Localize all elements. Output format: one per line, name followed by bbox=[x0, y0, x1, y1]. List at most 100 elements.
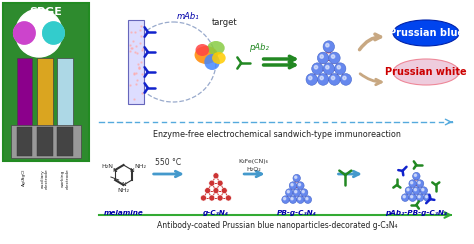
Circle shape bbox=[425, 195, 430, 201]
Circle shape bbox=[330, 56, 338, 64]
Circle shape bbox=[306, 197, 308, 200]
Text: 550 °C: 550 °C bbox=[155, 158, 182, 167]
Circle shape bbox=[293, 189, 301, 196]
Circle shape bbox=[309, 76, 312, 80]
Circle shape bbox=[226, 195, 231, 201]
Circle shape bbox=[205, 188, 210, 194]
Circle shape bbox=[297, 196, 304, 203]
Circle shape bbox=[323, 41, 335, 52]
Circle shape bbox=[314, 65, 318, 69]
Circle shape bbox=[414, 175, 419, 181]
Circle shape bbox=[416, 194, 424, 202]
Circle shape bbox=[301, 189, 308, 196]
Circle shape bbox=[312, 63, 323, 75]
Circle shape bbox=[14, 22, 35, 44]
Ellipse shape bbox=[393, 20, 459, 46]
Bar bbox=[57, 58, 73, 126]
Circle shape bbox=[318, 73, 329, 85]
Circle shape bbox=[342, 76, 350, 84]
Circle shape bbox=[329, 52, 340, 64]
Circle shape bbox=[418, 195, 423, 201]
Circle shape bbox=[336, 66, 344, 74]
Circle shape bbox=[287, 191, 290, 193]
Circle shape bbox=[291, 197, 293, 200]
Circle shape bbox=[422, 189, 424, 191]
Circle shape bbox=[340, 73, 352, 85]
Circle shape bbox=[294, 177, 300, 183]
Text: Prussian blue: Prussian blue bbox=[389, 28, 464, 38]
Text: auxiliary
electrode: auxiliary electrode bbox=[40, 168, 49, 189]
Circle shape bbox=[43, 22, 64, 44]
Text: H₂O₂: H₂O₂ bbox=[246, 167, 261, 172]
Circle shape bbox=[402, 195, 408, 201]
Circle shape bbox=[298, 183, 301, 186]
Circle shape bbox=[331, 55, 335, 58]
Circle shape bbox=[209, 180, 215, 186]
Circle shape bbox=[414, 174, 417, 176]
Circle shape bbox=[289, 182, 297, 189]
Ellipse shape bbox=[194, 46, 218, 64]
Circle shape bbox=[418, 182, 420, 184]
Circle shape bbox=[406, 189, 411, 194]
Circle shape bbox=[290, 184, 296, 190]
Circle shape bbox=[320, 55, 323, 58]
Circle shape bbox=[410, 182, 413, 184]
Text: Enzyme-free electrochemical sandwich-type immunoreaction: Enzyme-free electrochemical sandwich-typ… bbox=[153, 130, 401, 139]
Circle shape bbox=[410, 195, 415, 201]
Text: N: N bbox=[129, 167, 134, 173]
Circle shape bbox=[403, 195, 405, 198]
Ellipse shape bbox=[212, 52, 226, 64]
Circle shape bbox=[330, 76, 338, 84]
Circle shape bbox=[295, 191, 297, 193]
Circle shape bbox=[290, 197, 296, 203]
Circle shape bbox=[313, 66, 321, 74]
Circle shape bbox=[306, 73, 318, 85]
Circle shape bbox=[421, 189, 427, 194]
Circle shape bbox=[318, 52, 329, 64]
Text: melamine: melamine bbox=[104, 210, 144, 216]
Bar bbox=[37, 127, 53, 156]
Text: working
electrode: working electrode bbox=[61, 168, 70, 189]
Circle shape bbox=[213, 173, 219, 179]
Circle shape bbox=[326, 65, 329, 69]
Text: target: target bbox=[212, 18, 237, 27]
Circle shape bbox=[287, 191, 292, 196]
Circle shape bbox=[405, 187, 413, 194]
Ellipse shape bbox=[204, 54, 220, 70]
Circle shape bbox=[343, 76, 346, 80]
Bar bbox=[17, 58, 32, 126]
Text: PB-g-C₃N₄: PB-g-C₃N₄ bbox=[277, 210, 317, 216]
Circle shape bbox=[282, 196, 289, 203]
Circle shape bbox=[414, 189, 417, 191]
Circle shape bbox=[283, 197, 286, 200]
Text: pAb₂: pAb₂ bbox=[249, 43, 269, 52]
Circle shape bbox=[294, 191, 300, 196]
Circle shape bbox=[410, 182, 415, 187]
Circle shape bbox=[320, 76, 323, 80]
Ellipse shape bbox=[393, 59, 459, 85]
Circle shape bbox=[407, 189, 409, 191]
Circle shape bbox=[418, 195, 420, 198]
Circle shape bbox=[201, 195, 207, 201]
Circle shape bbox=[289, 196, 297, 203]
Bar bbox=[37, 58, 53, 126]
Circle shape bbox=[14, 22, 35, 44]
Circle shape bbox=[401, 194, 409, 202]
Text: N: N bbox=[121, 183, 126, 187]
Text: Prussian white: Prussian white bbox=[385, 67, 467, 77]
Text: Antibody-coated Prussian blue nanoparticles-decorated g-C₃N₄: Antibody-coated Prussian blue nanopartic… bbox=[157, 221, 398, 230]
Circle shape bbox=[221, 188, 227, 194]
Circle shape bbox=[283, 197, 288, 203]
Circle shape bbox=[426, 195, 428, 198]
Circle shape bbox=[325, 66, 333, 74]
Text: K₃Fe(CN)₆: K₃Fe(CN)₆ bbox=[239, 159, 269, 164]
Circle shape bbox=[325, 45, 333, 54]
Circle shape bbox=[298, 197, 301, 200]
Circle shape bbox=[308, 76, 316, 84]
Circle shape bbox=[418, 182, 423, 187]
Circle shape bbox=[413, 187, 420, 194]
Circle shape bbox=[335, 63, 346, 75]
Circle shape bbox=[301, 191, 307, 196]
Circle shape bbox=[297, 182, 304, 189]
Text: NH₂: NH₂ bbox=[118, 187, 129, 193]
